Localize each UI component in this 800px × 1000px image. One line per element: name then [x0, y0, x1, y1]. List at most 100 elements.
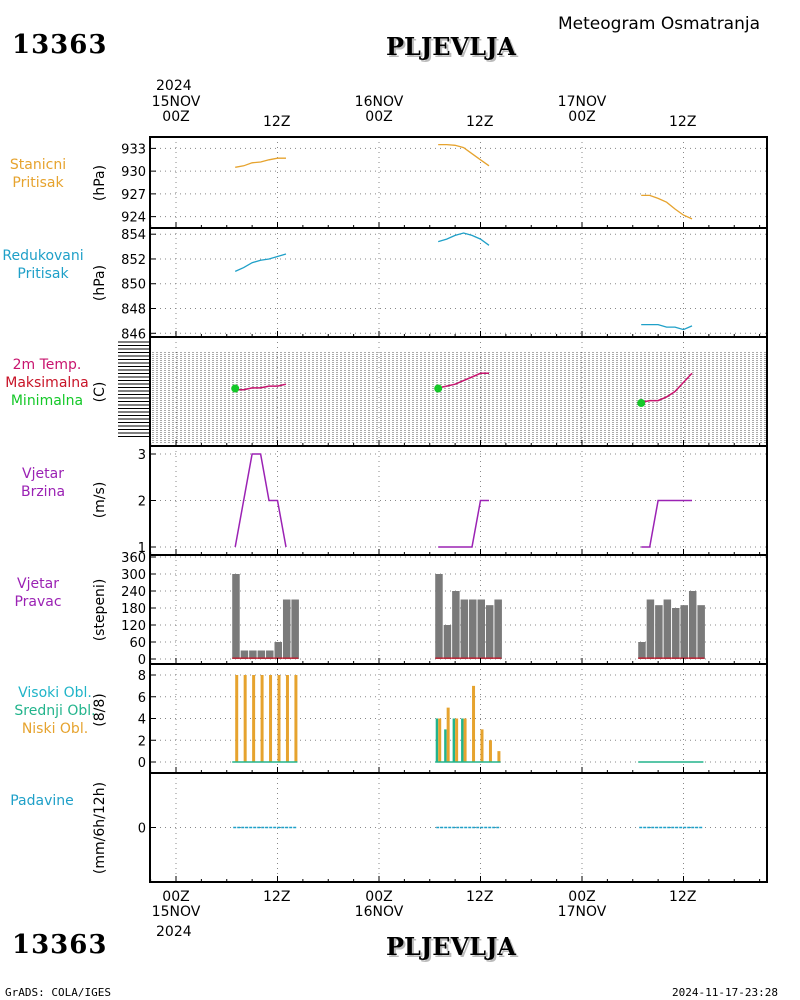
- footer-credit: GrADS: COLA/IGES: [5, 986, 111, 999]
- temp-label-line1: 2m Temp.: [12, 357, 82, 373]
- precip-label-line1: Padavine: [10, 793, 74, 809]
- temperature-line: [438, 372, 489, 389]
- data-marks: [231, 143, 705, 829]
- low-cloud-bar: [446, 707, 450, 762]
- y-tick-label: 924: [121, 211, 146, 226]
- temperature-line: [641, 372, 693, 404]
- wind-direction-bar: [663, 599, 672, 659]
- station-id-bottom: 13363: [12, 930, 108, 960]
- temp-label-line2: Maksimalna: [5, 375, 89, 391]
- wind-direction-bar: [477, 599, 485, 659]
- wind-speed-line: [641, 499, 692, 548]
- panel-frame: [149, 227, 768, 338]
- station-pressure-line: [641, 194, 693, 220]
- wind-speed-line: [234, 453, 287, 548]
- precip-panel-label: Padavine: [0, 792, 97, 810]
- wind-direction-bar: [266, 650, 274, 659]
- wind-direction-bar: [452, 591, 460, 659]
- y-tick-label: 2: [138, 734, 146, 749]
- temp-label-line3: Minimalna: [10, 393, 84, 409]
- wind-direction-bar: [638, 642, 646, 659]
- reduced-pressure-line: [438, 232, 490, 246]
- hour-label: 00Z: [568, 109, 596, 125]
- y-tick-label: 300: [121, 568, 146, 583]
- low-cloud-bar: [277, 675, 281, 762]
- medium-cloud-bar: [452, 718, 456, 762]
- wind-direction-bar: [494, 599, 502, 659]
- y-tick-label: 1: [138, 541, 146, 556]
- midday-label-top-2: 12Z: [466, 114, 494, 130]
- y-tick-label: 6: [138, 691, 146, 706]
- y-tick-label: 848: [121, 303, 146, 318]
- midday-label-bottom-3: 12Z: [669, 889, 697, 905]
- low-cloud-bar: [472, 685, 476, 762]
- y-tick-label: 927: [121, 188, 146, 203]
- station-name-top: PLJEVLJA: [386, 32, 517, 61]
- reduced-label-line1: Redukovani: [2, 248, 84, 264]
- y-tick-label: 933: [121, 142, 146, 157]
- day-label-bottom-1: 00Z 15NOV: [146, 890, 206, 920]
- wind-direction-bar: [240, 650, 249, 659]
- day-label-top-2: 16NOV 00Z: [349, 95, 409, 125]
- low-cloud-bar: [285, 675, 289, 762]
- medium-cloud-bar: [461, 718, 464, 762]
- hour-label: 00Z: [162, 889, 190, 905]
- station-name-bottom: PLJEVLJA: [386, 932, 517, 961]
- y-tick-label: 930: [121, 165, 146, 180]
- reduced-label-line2: Pritisak: [17, 266, 69, 282]
- medium-cloud-bar: [435, 718, 439, 762]
- wind-direction-bar: [257, 650, 266, 659]
- low-cloud-bar: [252, 675, 256, 762]
- reduced-pressure-line: [234, 253, 287, 272]
- gridlines: [150, 137, 767, 882]
- y-tick-label: 3: [138, 448, 146, 463]
- wind-direction-bar: [672, 608, 680, 659]
- unit-label: (m/s): [92, 482, 108, 519]
- date-label: 17NOV: [557, 94, 607, 110]
- wind-direction-bar: [291, 599, 299, 659]
- midday-label-top-3: 12Z: [669, 114, 697, 130]
- y-tick-label: 854: [121, 228, 146, 243]
- date-label: 16NOV: [354, 904, 404, 920]
- station-pressure-line: [438, 143, 490, 167]
- day-label-top-1: 15NOV 00Z: [146, 95, 206, 125]
- unit-label: (mm/6h/12h): [92, 782, 108, 874]
- unit-label: (stepeni): [92, 579, 108, 642]
- y-tick-label: 846: [121, 327, 146, 342]
- low-cloud-bar: [235, 675, 239, 762]
- low-cloud-bar: [243, 675, 247, 762]
- wind-direction-bar: [646, 599, 655, 659]
- y-tick-label: 120: [121, 619, 146, 634]
- hour-label: 00Z: [365, 109, 393, 125]
- midday-label-bottom-1: 12Z: [263, 889, 291, 905]
- unit-label: (hPa): [92, 265, 108, 301]
- low-cloud-bar: [480, 729, 484, 762]
- wind-speed-label-line1: Vjetar: [22, 466, 64, 482]
- reduced-pressure-line: [641, 323, 693, 331]
- wind-dir-label-line1: Vjetar: [17, 576, 59, 592]
- y-tick-label: 240: [121, 585, 146, 600]
- wind-direction-bar: [443, 625, 452, 659]
- wind-direction-bar: [697, 605, 705, 659]
- wind-dir-panel-label: Vjetar Pravac: [0, 575, 93, 611]
- panel-frame: [149, 136, 768, 229]
- wind-direction-bar: [274, 642, 282, 659]
- unit-labels: (hPa) (hPa) (C) (m/s) (stepeni) (8/8) (mm/6h/1…: [92, 165, 108, 874]
- low-cloud-bar: [455, 718, 459, 762]
- low-cloud-bar: [463, 718, 467, 762]
- clouds-label-line3: Niski Obl.: [21, 721, 89, 737]
- unit-label: (hPa): [92, 165, 108, 201]
- hour-label: 00Z: [365, 889, 393, 905]
- y-tick-label: 852: [121, 253, 146, 268]
- clouds-panel-label: Visoki Obl. Srednji Obl. Niski Obl.: [0, 684, 110, 738]
- low-cloud-bar: [438, 718, 442, 762]
- axis-ticks: 9249279309338468488508528541230601201802…: [118, 142, 761, 882]
- unit-label: (8/8): [92, 693, 108, 726]
- unit-label: (C): [92, 382, 108, 403]
- low-cloud-bar: [497, 751, 501, 762]
- y-tick-label: 4: [138, 713, 146, 728]
- wind-direction-bar: [249, 650, 257, 659]
- reduced-panel-label: Redukovani Pritisak: [0, 247, 98, 283]
- day-label-bottom-3: 00Z 17NOV: [552, 890, 612, 920]
- low-cloud-bar: [294, 675, 298, 762]
